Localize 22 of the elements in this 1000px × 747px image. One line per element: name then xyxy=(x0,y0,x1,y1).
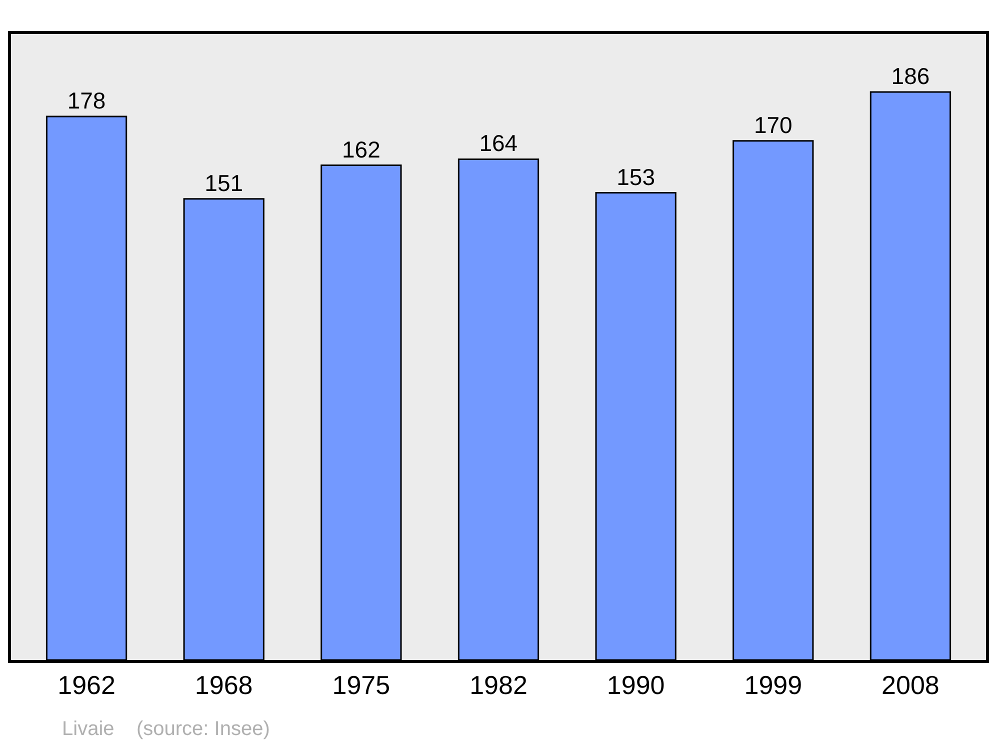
bar xyxy=(870,91,952,660)
x-tick-label: 1990 xyxy=(606,670,665,700)
data-label: 151 xyxy=(204,170,244,196)
text: Livaie (source: Insee) xyxy=(62,718,270,740)
bar xyxy=(46,116,128,660)
data-label: 186 xyxy=(891,63,930,90)
bar xyxy=(183,198,264,660)
bar xyxy=(732,140,814,660)
data-label: 164 xyxy=(479,130,518,156)
x-tick-label: 1962 xyxy=(58,670,116,700)
x-tick-label: 1975 xyxy=(332,670,390,700)
x-tick-label: 1999 xyxy=(744,670,802,700)
bar xyxy=(320,164,402,660)
data-label: 170 xyxy=(754,112,792,138)
data-label: 162 xyxy=(342,136,380,162)
x-tick-label: 2008 xyxy=(882,670,940,700)
x-tick-label: 1968 xyxy=(194,670,253,700)
data-label: 153 xyxy=(616,164,656,190)
bar xyxy=(595,192,676,660)
x-tick-label: 1982 xyxy=(470,670,528,700)
bar xyxy=(458,158,540,660)
data-label: 178 xyxy=(67,87,106,114)
